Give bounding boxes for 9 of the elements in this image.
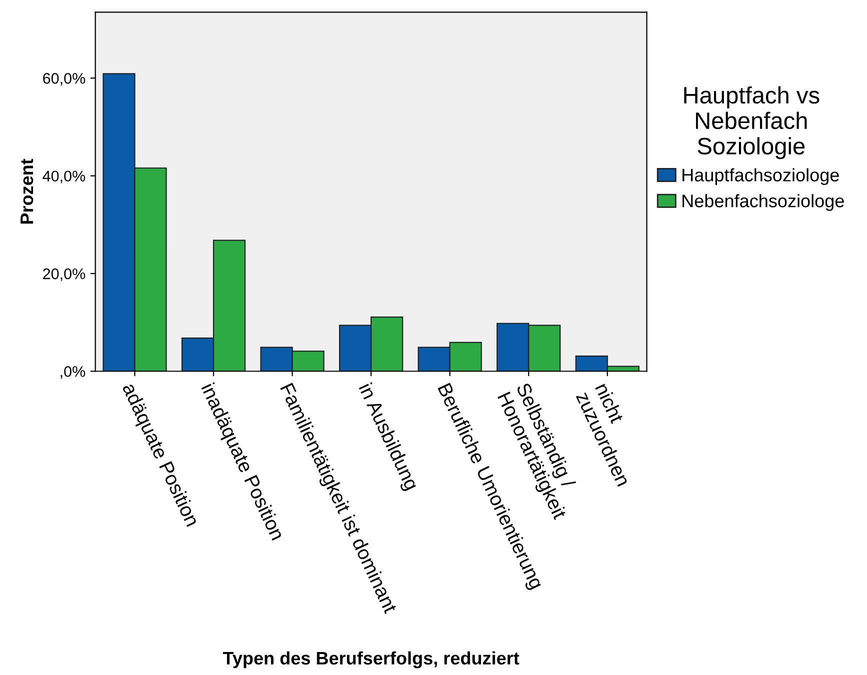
legend-label: Nebenfachsoziologe bbox=[682, 194, 844, 211]
y-axis-title: Prozent bbox=[20, 158, 34, 224]
x-axis-title: Typen des Berufserfolgs, reduziert bbox=[222, 651, 520, 668]
legend-label: Hauptfachsoziologe bbox=[682, 168, 839, 186]
y-tick-label: 20,0% bbox=[43, 268, 86, 282]
y-tick-label: ,0% bbox=[60, 366, 86, 379]
y-tick-label: 60,0% bbox=[43, 72, 86, 86]
y-tick-label: 40,0% bbox=[42, 170, 86, 184]
legend-title: Hauptfach vs Nebenfach Soziologie bbox=[684, 86, 820, 160]
